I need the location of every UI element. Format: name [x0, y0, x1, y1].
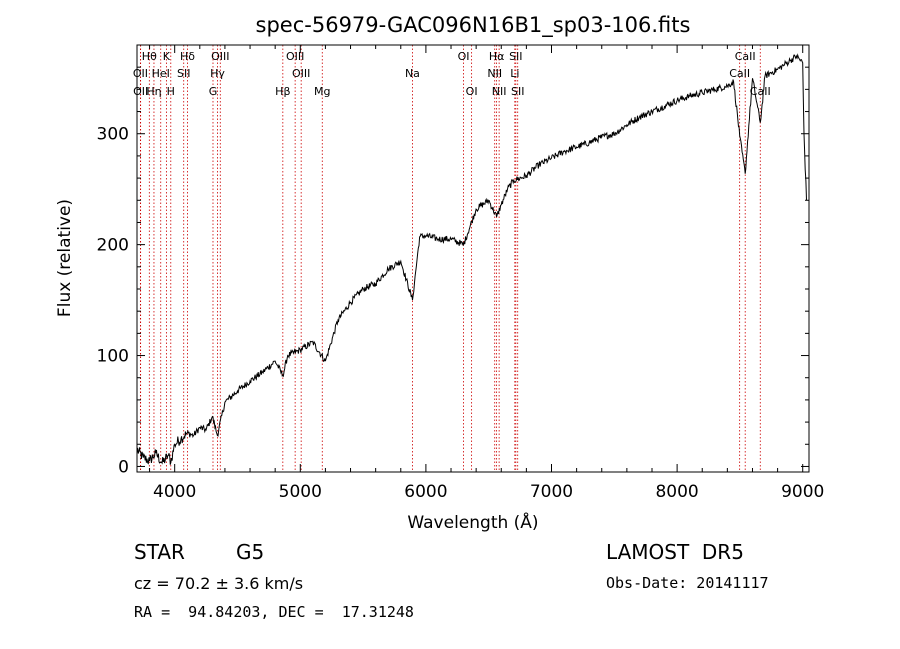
- spectral-line-label: OII: [133, 67, 148, 80]
- y-tick-label: 200: [97, 236, 129, 256]
- spectral-line-label: G: [209, 85, 218, 98]
- x-tick-label: 5000: [279, 482, 322, 502]
- spectral-line-label: SII: [511, 85, 524, 98]
- spectral-line-label: Hβ: [275, 85, 290, 98]
- spectral-line-label: Hδ: [180, 50, 195, 63]
- plot-frame: [136, 44, 810, 473]
- spectral-line-label: NII: [492, 85, 507, 98]
- object-class: STAR: [134, 540, 185, 564]
- spectral-line-label: Hα: [489, 50, 505, 63]
- spectral-line-label: OIII: [286, 50, 304, 63]
- x-tick-label: 4000: [153, 482, 196, 502]
- spectral-line-label: SII: [509, 50, 522, 63]
- spectral-line-label: Hγ: [210, 67, 225, 80]
- chart-title: spec-56979-GAC096N16B1_sp03-106.fits: [256, 13, 691, 38]
- observation-date: Obs-Date: 20141117: [606, 574, 769, 592]
- spectral-line-label: SII: [177, 67, 190, 80]
- coordinates: RA = 94.84203, DEC = 17.31248: [134, 603, 414, 621]
- spectral-line-label: CaII: [750, 85, 771, 98]
- x-axis-label: Wavelength (Å): [407, 511, 538, 533]
- x-tick-label: 9000: [781, 482, 824, 502]
- spectral-line-label: CaII: [735, 50, 756, 63]
- spectral-line-label: Li: [510, 67, 519, 80]
- x-tick-label: 8000: [655, 482, 698, 502]
- spectral-line-label: HeI: [152, 67, 170, 80]
- survey-name: LAMOST DR5: [606, 540, 744, 564]
- spectral-line-label: NII: [487, 67, 502, 80]
- x-tick-label: 7000: [530, 482, 573, 502]
- spectral-line-label: Hη: [146, 85, 161, 98]
- spectral-line-label: OI: [458, 50, 470, 63]
- spectrum-line: [136, 53, 807, 465]
- redshift-value: cz = 70.2 ± 3.6 km/s: [134, 574, 304, 593]
- y-axis-label: Flux (relative): [55, 199, 75, 317]
- spectral-line-markers: [139, 45, 761, 472]
- y-axis-ticks: 0 100 200 300: [97, 66, 809, 477]
- spectral-line-label: H: [167, 85, 175, 98]
- spectral-line-label: Na: [405, 67, 420, 80]
- spectral-subclass: G5: [236, 540, 265, 564]
- y-tick-label: 0: [118, 457, 129, 477]
- x-axis-ticks: 4000 5000 6000 7000 8000 9000: [149, 45, 824, 502]
- x-tick-label: 6000: [404, 482, 447, 502]
- spectral-line-label: OIII: [292, 67, 310, 80]
- spectral-line-label: OIII: [211, 50, 229, 63]
- spectral-line-label: Mg: [314, 85, 330, 98]
- series-layer: [136, 53, 807, 465]
- spectral-line-label: Hθ: [142, 50, 157, 63]
- y-tick-label: 100: [97, 347, 129, 367]
- spectral-line-label: K: [163, 50, 171, 63]
- spectral-line-label: OI: [466, 85, 478, 98]
- spectral-line-label: CaII: [729, 67, 750, 80]
- y-tick-label: 300: [97, 125, 129, 145]
